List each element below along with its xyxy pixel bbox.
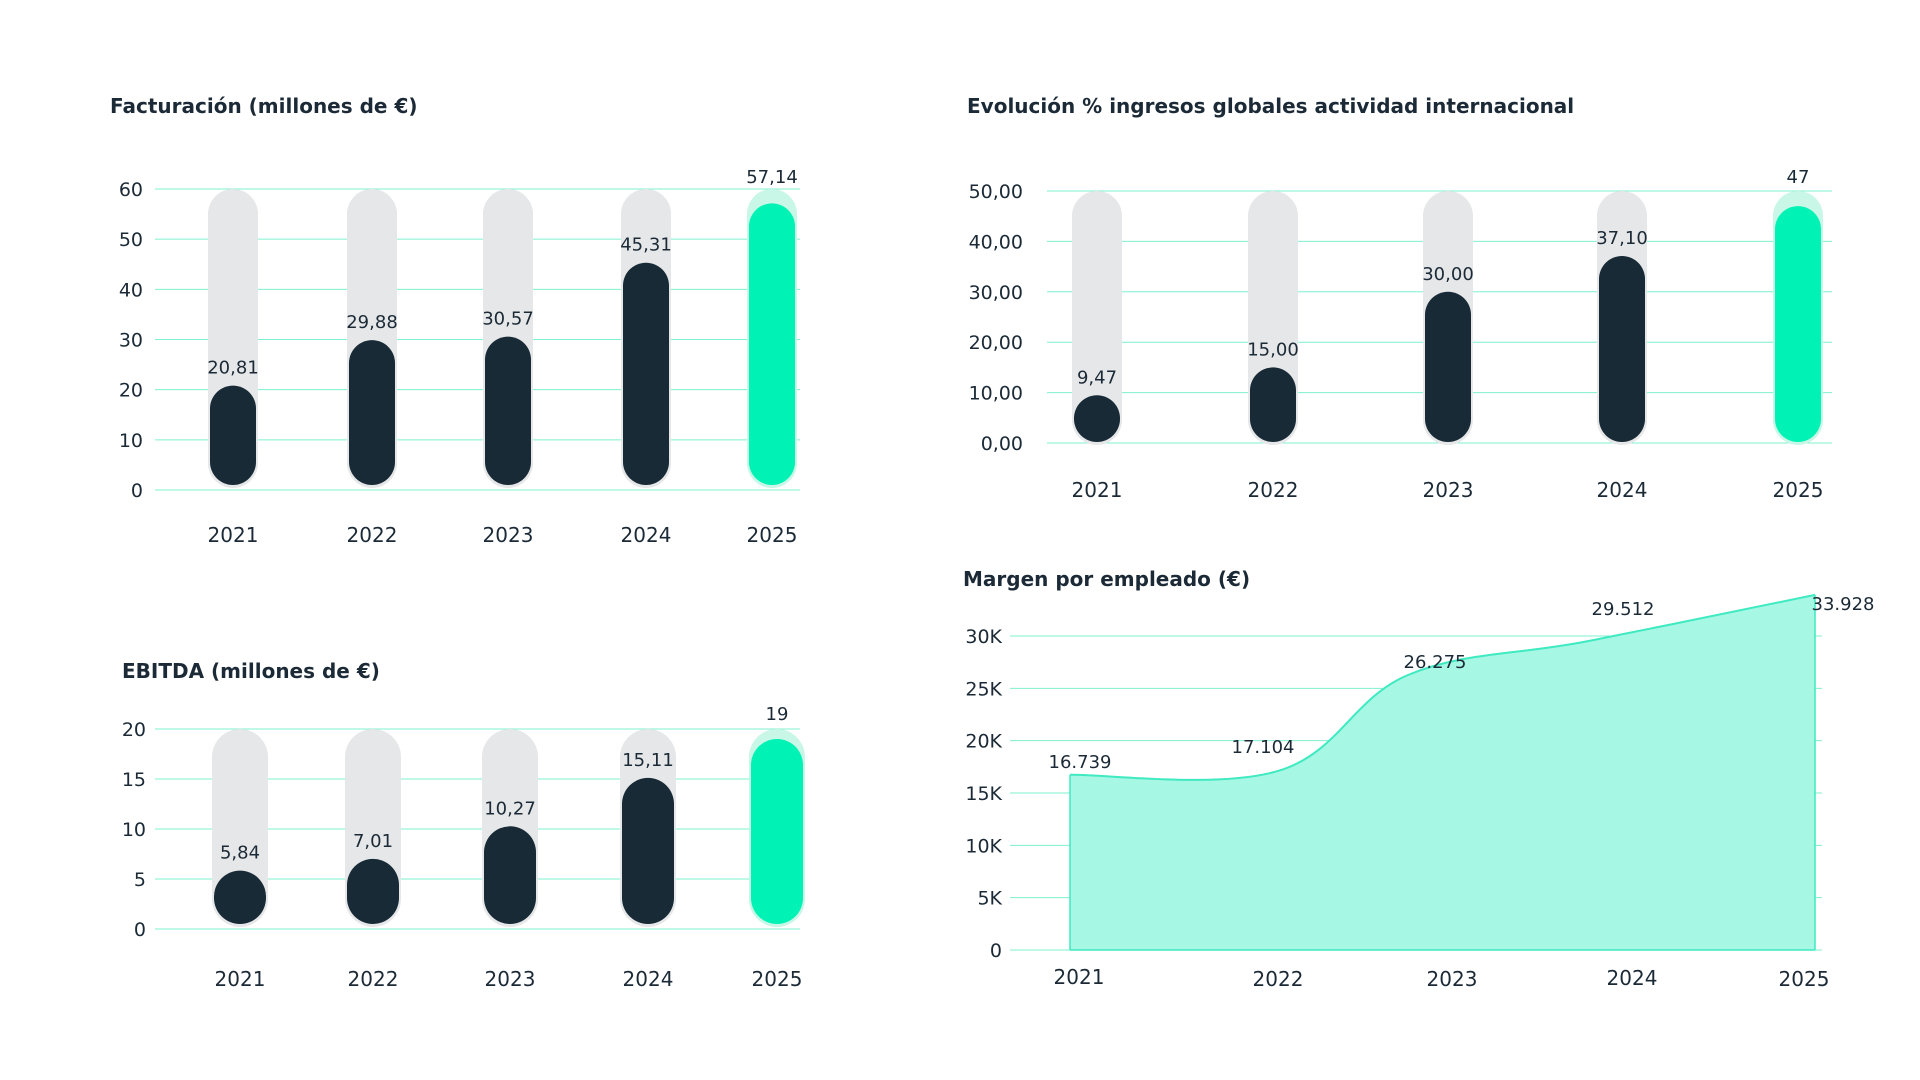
y-tick-label: 20,00: [969, 332, 1023, 354]
chart-ingresos-internacional: Evolución % ingresos globales actividad …: [967, 94, 1832, 502]
value-label: 7,01: [353, 831, 393, 852]
x-tick-label: 2021: [215, 967, 266, 991]
y-tick-label: 0,00: [981, 433, 1023, 455]
bar: [622, 777, 674, 924]
value-label: 33.928: [1812, 594, 1875, 615]
x-tick-label: 2024: [1607, 966, 1658, 990]
x-tick-label: 2025: [747, 523, 798, 547]
y-tick-label: 50,00: [969, 181, 1023, 203]
chart-title: Margen por empleado (€): [963, 567, 1251, 591]
value-label: 15,11: [622, 750, 674, 771]
value-label: 19: [766, 704, 789, 725]
value-label: 30,00: [1422, 264, 1474, 285]
x-tick-label: 2024: [1597, 478, 1648, 502]
value-label: 30,57: [482, 309, 534, 330]
x-tick-label: 2022: [1253, 967, 1304, 991]
value-label: 45,31: [620, 235, 672, 256]
y-tick-label: 20K: [965, 731, 1002, 753]
value-label: 29.512: [1592, 599, 1655, 620]
bar: [347, 858, 399, 924]
chart-title: EBITDA (millones de €): [122, 659, 380, 683]
y-tick-label: 60: [119, 179, 143, 201]
x-tick-label: 2023: [1423, 478, 1474, 502]
value-label: 9,47: [1077, 367, 1117, 388]
chart-facturacion: Facturación (millones de €) 0 10 20 30 40 50 6…: [0, 0, 900, 560]
x-tick-label: 2025: [1773, 478, 1824, 502]
bar: [623, 262, 669, 485]
bar: [485, 336, 531, 485]
value-label: 29,88: [346, 312, 398, 333]
y-tick-label: 0: [990, 940, 1002, 962]
y-tick-label: 15: [122, 769, 146, 791]
x-tick-label: 2023: [485, 967, 536, 991]
chart-svg: 0 5 10 15 20 5,84 2021 7,01 2022 10,27 2023 15,11 20…: [122, 704, 805, 991]
y-tick-label: 5K: [977, 888, 1002, 910]
value-label: 26.275: [1404, 652, 1467, 673]
y-tick-label: 0: [134, 919, 146, 941]
chart-ebitda: EBITDA (millones de €) 0 5 10 15 20 5,84 2021 7…: [0, 0, 900, 1080]
y-tick-label: 10,00: [969, 383, 1023, 405]
bar: [1250, 367, 1296, 442]
x-tick-label: 2021: [1072, 478, 1123, 502]
y-tick-label: 40: [119, 279, 143, 301]
value-label: 10,27: [484, 798, 536, 819]
chart-title: Facturación (millones de €): [110, 94, 418, 118]
y-tick-label: 30: [119, 330, 143, 352]
value-label: 5,84: [220, 843, 260, 864]
bar: [214, 870, 266, 924]
chart-svg: 0 10 20 30 40 50 60 20,81 2021 29,88 2022 30,57 2023…: [119, 167, 800, 547]
bar: [1074, 395, 1120, 442]
chart-svg: 0,00 10,00 20,00 30,00 40,00 50,00 9,47 2021 15,…: [969, 167, 1832, 502]
y-tick-label: 30,00: [969, 282, 1023, 304]
value-label: 17.104: [1232, 737, 1295, 758]
x-tick-label: 2022: [347, 523, 398, 547]
bar: [749, 203, 795, 486]
value-label: 37,10: [1596, 228, 1648, 249]
y-tick-label: 20: [119, 380, 143, 402]
y-tick-label: 30K: [965, 626, 1002, 648]
bar: [210, 385, 256, 485]
value-label: 16.739: [1049, 752, 1112, 773]
y-tick-label: 0: [131, 480, 143, 502]
x-tick-label: 2021: [1054, 965, 1105, 989]
bar: [484, 826, 536, 924]
bar: [349, 340, 395, 485]
bar-track: [1072, 191, 1122, 445]
y-tick-label: 20: [122, 719, 146, 741]
area-line: [1069, 593, 1816, 781]
value-label: 57,14: [746, 167, 798, 188]
y-tick-label: 10: [122, 819, 146, 841]
bar: [1775, 206, 1821, 442]
y-tick-label: 5: [134, 869, 146, 891]
x-tick-label: 2022: [348, 967, 399, 991]
value-label: 15,00: [1247, 339, 1299, 360]
y-tick-label: 10K: [965, 835, 1002, 857]
x-tick-label: 2024: [621, 523, 672, 547]
bar: [751, 739, 803, 924]
value-label: 20,81: [207, 358, 259, 379]
bar: [1425, 291, 1471, 442]
x-tick-label: 2021: [208, 523, 259, 547]
value-label: 47: [1787, 167, 1810, 188]
y-tick-label: 50: [119, 229, 143, 251]
area-fill: [1070, 594, 1815, 950]
bar: [1599, 256, 1645, 442]
y-tick-label: 25K: [965, 678, 1002, 700]
y-tick-label: 40,00: [969, 231, 1023, 253]
x-tick-label: 2025: [1779, 967, 1830, 991]
x-tick-label: 2023: [1427, 967, 1478, 991]
chart-title: Evolución % ingresos globales actividad …: [967, 94, 1575, 118]
x-tick-label: 2023: [483, 523, 534, 547]
x-tick-label: 2024: [623, 967, 674, 991]
x-tick-label: 2025: [752, 967, 803, 991]
y-tick-label: 15K: [965, 783, 1002, 805]
y-tick-label: 10: [119, 430, 143, 452]
x-tick-label: 2022: [1248, 478, 1299, 502]
